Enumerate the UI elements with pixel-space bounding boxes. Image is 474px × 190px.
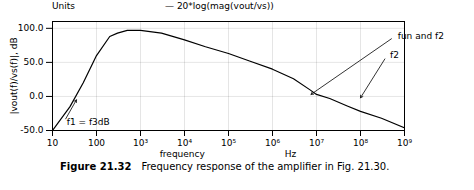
svg-text:10: 10: [47, 138, 59, 148]
svg-text:10⁹: 10⁹: [397, 138, 412, 148]
svg-text:10⁴: 10⁴: [177, 138, 192, 148]
svg-text:10⁷: 10⁷: [309, 138, 324, 148]
svg-text:-50.0: -50.0: [20, 125, 44, 135]
svg-text:10⁵: 10⁵: [221, 138, 236, 148]
svg-text:|vout(f)/vs(f)|, dB: |vout(f)/vs(f)|, dB: [9, 37, 19, 114]
html-text:Units: Units: [52, 1, 75, 11]
html-text:Figure 21.32: Figure 21.32: [60, 161, 132, 172]
svg-text:10⁸: 10⁸: [353, 138, 368, 148]
html-text:Frequency response of the ampl: Frequency response of the amplifier in F…: [141, 161, 390, 172]
svg-text:100: 100: [88, 138, 105, 148]
svg-text:f1 = f3dB: f1 = f3dB: [67, 117, 110, 127]
svg-text:fun and f2: fun and f2: [398, 31, 444, 41]
html-text:frequency: frequency: [159, 149, 205, 159]
svg-text:0.0: 0.0: [29, 91, 44, 101]
svg-text:10³: 10³: [133, 138, 148, 148]
svg-text:100.0: 100.0: [18, 23, 44, 33]
svg-text:50.0: 50.0: [23, 57, 43, 67]
html-text:— 20*log(mag(vout/vs)): — 20*log(mag(vout/vs)): [165, 1, 274, 11]
svg-text:f2: f2: [390, 50, 399, 60]
svg-text:10⁶: 10⁶: [265, 138, 280, 148]
html-text:Hz: Hz: [284, 149, 297, 159]
